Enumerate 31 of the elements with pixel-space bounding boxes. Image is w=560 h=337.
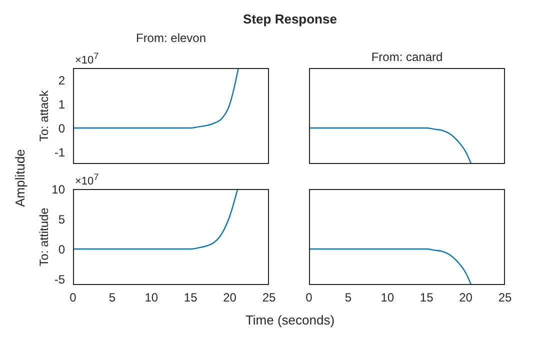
x-tick-label: 10 bbox=[380, 290, 394, 305]
y-tick-label: 0 bbox=[58, 121, 66, 136]
x-tick-label: 20 bbox=[459, 290, 473, 305]
y-tick-label: 5 bbox=[58, 212, 66, 226]
x-tick-label: 5 bbox=[344, 290, 352, 305]
y-tick-label: 2 bbox=[58, 73, 66, 88]
x-tick-label: 5 bbox=[108, 290, 116, 305]
y-tick-label: 10 bbox=[52, 182, 66, 196]
chart-subtitle: From: canard bbox=[371, 50, 443, 64]
text: ×10$^{7}$ bbox=[75, 172, 99, 188]
x-tick-label: 15 bbox=[184, 290, 198, 305]
y-tick-label: -1 bbox=[54, 145, 66, 160]
x-tick-label: 15 bbox=[420, 290, 434, 305]
line-series bbox=[73, 189, 238, 250]
y-axis-title: To: attack bbox=[37, 90, 51, 142]
x-tick-label: 25 bbox=[262, 290, 276, 305]
x-tick-label: 25 bbox=[498, 290, 512, 305]
text: ×10$^{7}$ bbox=[75, 51, 99, 67]
x-axis-title: Time (seconds) bbox=[245, 312, 335, 328]
x-tick-label: 0 bbox=[70, 290, 77, 305]
y-tick-label: 1 bbox=[58, 97, 66, 112]
x-tick-label: 20 bbox=[223, 290, 237, 305]
line-series bbox=[73, 68, 240, 129]
x-tick-label: 0 bbox=[306, 290, 313, 305]
x-tick-label: 10 bbox=[144, 290, 158, 305]
y-axis-title: To: attitude bbox=[37, 208, 51, 266]
y-tick-label: 0 bbox=[58, 242, 66, 256]
chart-subtitle: From: elevon bbox=[136, 31, 206, 45]
y-tick-label: -5 bbox=[54, 272, 66, 286]
chart-title: Step Response bbox=[243, 12, 337, 26]
text: Amplitude bbox=[12, 149, 28, 207]
